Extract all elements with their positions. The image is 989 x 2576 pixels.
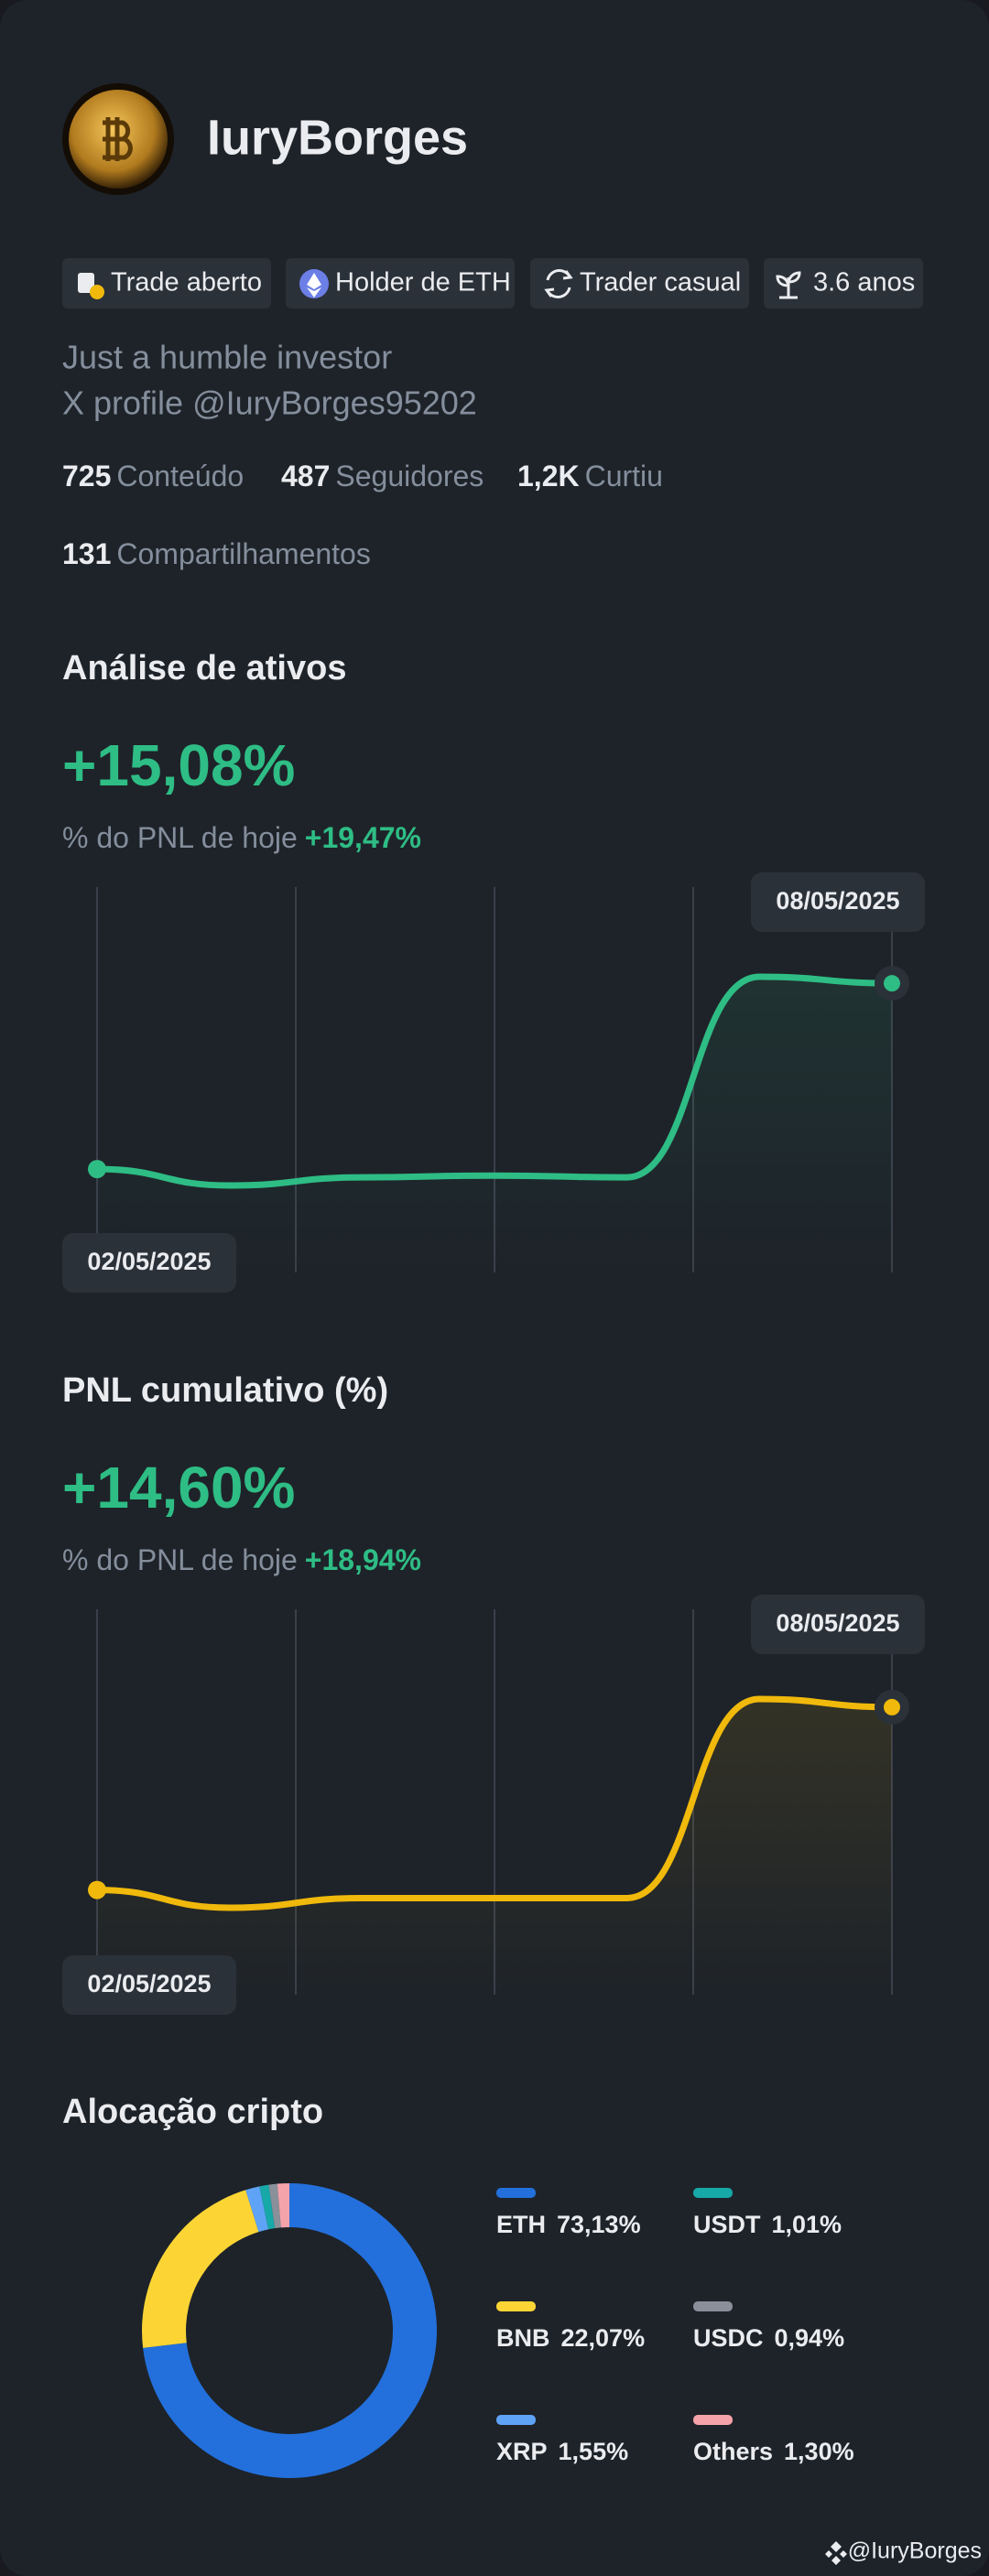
pnl-today-label: % do PNL de hoje bbox=[62, 821, 298, 854]
tag-bg bbox=[62, 258, 271, 308]
legend-value: 22,07% bbox=[561, 2324, 646, 2352]
bio-line: Just a humble investor bbox=[62, 339, 392, 376]
legend-name: ETH bbox=[496, 2211, 546, 2238]
legend-entry: BNB 22,07% bbox=[496, 2324, 645, 2352]
date-label-bg bbox=[751, 872, 925, 932]
line bbox=[93, 973, 896, 1189]
legend-name: XRP bbox=[496, 2438, 548, 2465]
date-label-bg bbox=[751, 1595, 925, 1654]
tag: 3.6 anos bbox=[813, 268, 915, 298]
eth-icon bbox=[307, 273, 321, 298]
stat-value: 131 bbox=[62, 537, 111, 570]
legend-swatch bbox=[496, 2301, 536, 2311]
stat-label: Curtiu bbox=[585, 460, 663, 492]
pnl-today: % do PNL de hoje +18,94% bbox=[62, 1543, 421, 1576]
donut-slice bbox=[245, 2186, 269, 2233]
stat-label: Conteúdo bbox=[116, 460, 244, 492]
tag: Holder de ETH bbox=[335, 268, 511, 298]
legend-entry: ETH 73,13% bbox=[496, 2211, 641, 2238]
donut-slice bbox=[259, 2184, 276, 2230]
tag-bg bbox=[286, 258, 515, 308]
date-label: 08/05/2025 bbox=[776, 1609, 899, 1637]
tag-icon bbox=[78, 273, 94, 293]
section-title: Alocação cripto bbox=[62, 2093, 323, 2131]
legend-entry: USDC 0,94% bbox=[693, 2324, 844, 2352]
line bbox=[93, 1695, 896, 1911]
date-label-bg bbox=[62, 1233, 236, 1293]
date-label: 02/05/2025 bbox=[87, 1248, 211, 1275]
legend-swatch bbox=[693, 2301, 733, 2311]
tag: Trader casual bbox=[580, 268, 741, 298]
stat-value: 1,2K bbox=[517, 460, 580, 492]
area-fill bbox=[97, 977, 892, 1272]
legend-swatch bbox=[693, 2188, 733, 2198]
legend-entry: Others 1,30% bbox=[693, 2438, 854, 2465]
headline-value: +14,60% bbox=[62, 1455, 295, 1521]
logo-icon bbox=[825, 2541, 847, 2565]
tag-icon bbox=[544, 269, 573, 298]
legend-name: Others bbox=[693, 2438, 773, 2465]
pnl-today-value: +18,94% bbox=[305, 1543, 421, 1576]
legend-value: 1,55% bbox=[559, 2438, 629, 2465]
stat: 487 Seguidores bbox=[281, 460, 484, 492]
tags: Trade aberto Holder de ETH Trader casual… bbox=[62, 258, 923, 308]
donut-slice bbox=[142, 2190, 259, 2348]
tag-icon bbox=[90, 285, 104, 299]
avatar-symbol bbox=[103, 117, 133, 161]
section-title: Análise de ativos bbox=[62, 649, 346, 687]
pnl-today-label: % do PNL de hoje bbox=[62, 1543, 298, 1576]
end-point bbox=[884, 975, 900, 992]
legend-name: USDC bbox=[693, 2324, 764, 2352]
area-fill bbox=[97, 1699, 892, 1995]
legend-entry: XRP 1,55% bbox=[496, 2438, 628, 2465]
stat-value: 487 bbox=[281, 460, 330, 492]
legend-value: 1,01% bbox=[772, 2211, 842, 2238]
stat-label: Compartilhamentos bbox=[116, 537, 370, 570]
bio-line: X profile @IuryBorges95202 bbox=[62, 384, 477, 422]
legend-swatch bbox=[693, 2415, 733, 2425]
legend-value: 73,13% bbox=[557, 2211, 641, 2238]
donut-slice bbox=[268, 2183, 281, 2229]
date-label: 08/05/2025 bbox=[776, 887, 899, 915]
profile-name: IuryBorges bbox=[207, 110, 468, 165]
donut-slice bbox=[277, 2183, 289, 2228]
section-title: PNL cumulativo (%) bbox=[62, 1371, 388, 1410]
headline-value: +15,08% bbox=[62, 732, 295, 798]
pnl-today-value: +19,47% bbox=[305, 821, 421, 854]
start-point bbox=[88, 1160, 106, 1179]
legend-name: USDT bbox=[693, 2211, 761, 2238]
stat-label: Seguidores bbox=[335, 460, 484, 492]
footer-logo bbox=[825, 2541, 847, 2565]
stat: 725 Conteúdo bbox=[62, 460, 244, 492]
tag-bg bbox=[764, 258, 923, 308]
pnl-today: % do PNL de hoje +19,47% bbox=[62, 821, 421, 854]
stat-value: 725 bbox=[62, 460, 111, 492]
tag-icon bbox=[776, 271, 801, 299]
legend-value: 1,30% bbox=[784, 2438, 854, 2465]
legend-entry: USDT 1,01% bbox=[693, 2211, 842, 2238]
stat: 131 Compartilhamentos bbox=[62, 537, 371, 570]
legend-name: BNB bbox=[496, 2324, 550, 2352]
tag: Trade aberto bbox=[111, 268, 262, 298]
legend-value: 0,94% bbox=[775, 2324, 845, 2352]
tag-bg bbox=[530, 258, 749, 308]
date-label: 02/05/2025 bbox=[87, 1970, 211, 1997]
legend-swatch bbox=[496, 2415, 536, 2425]
date-label-bg bbox=[62, 1955, 236, 2015]
stat: 1,2K Curtiu bbox=[517, 460, 663, 492]
start-point bbox=[88, 1880, 106, 1900]
footer-handle: @IuryBorges bbox=[848, 2538, 982, 2564]
donut-slice bbox=[143, 2183, 437, 2478]
legend-swatch bbox=[496, 2188, 536, 2198]
end-point bbox=[884, 1698, 900, 1716]
